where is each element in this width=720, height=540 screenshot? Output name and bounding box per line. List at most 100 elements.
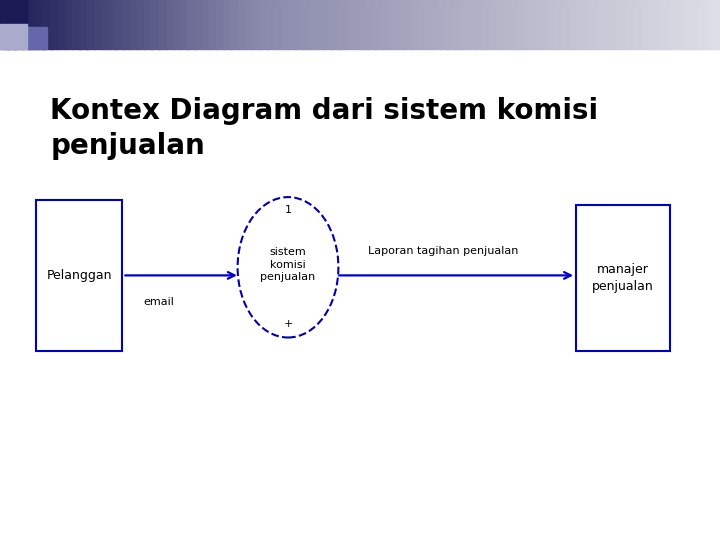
Bar: [605, 0, 613, 49]
Text: email: email: [143, 298, 174, 307]
Bar: [425, 0, 433, 49]
Text: Kontex Diagram dari sistem komisi
penjualan: Kontex Diagram dari sistem komisi penjua…: [50, 97, 598, 160]
Bar: [497, 0, 505, 49]
Bar: [655, 0, 664, 49]
Bar: [634, 0, 642, 49]
Bar: [518, 0, 527, 49]
Bar: [223, 0, 232, 49]
Bar: [14, 0, 23, 49]
Bar: [158, 0, 167, 49]
Text: Pelanggan: Pelanggan: [47, 269, 112, 282]
Bar: [43, 0, 52, 49]
Bar: [670, 0, 678, 49]
Bar: [504, 0, 513, 49]
Bar: [108, 0, 117, 49]
Bar: [94, 0, 102, 49]
Bar: [180, 0, 189, 49]
Bar: [382, 0, 390, 49]
Bar: [410, 0, 419, 49]
Bar: [374, 0, 383, 49]
Bar: [173, 0, 181, 49]
Bar: [475, 0, 484, 49]
Bar: [389, 0, 397, 49]
Bar: [598, 0, 606, 49]
Text: sistem
komisi
penjualan: sistem komisi penjualan: [261, 247, 315, 282]
Bar: [396, 0, 405, 49]
Text: manajer
penjualan: manajer penjualan: [592, 263, 654, 293]
Bar: [0, 24, 27, 49]
Bar: [22, 0, 30, 49]
Bar: [230, 0, 239, 49]
Bar: [569, 0, 577, 49]
Bar: [461, 0, 469, 49]
Bar: [50, 0, 59, 49]
Bar: [583, 0, 592, 49]
Bar: [403, 0, 412, 49]
Bar: [590, 0, 599, 49]
Bar: [353, 0, 361, 49]
Bar: [662, 0, 671, 49]
Bar: [619, 0, 628, 49]
Bar: [65, 0, 73, 49]
Bar: [295, 0, 304, 49]
Bar: [216, 0, 225, 49]
Bar: [0, 0, 27, 24]
Bar: [626, 0, 635, 49]
Bar: [576, 205, 670, 351]
Bar: [677, 0, 685, 49]
Bar: [36, 200, 122, 351]
Bar: [0, 0, 9, 49]
Bar: [101, 0, 109, 49]
Bar: [166, 0, 174, 49]
Bar: [58, 0, 66, 49]
Bar: [137, 0, 145, 49]
Bar: [482, 0, 491, 49]
Bar: [27, 26, 47, 49]
Bar: [202, 0, 210, 49]
Bar: [526, 0, 534, 49]
Bar: [288, 0, 297, 49]
Bar: [209, 0, 217, 49]
Bar: [338, 0, 347, 49]
Bar: [29, 0, 37, 49]
Bar: [79, 0, 88, 49]
Bar: [144, 0, 153, 49]
Bar: [446, 0, 455, 49]
Bar: [554, 0, 563, 49]
Bar: [713, 0, 720, 49]
Bar: [684, 0, 693, 49]
Bar: [490, 0, 498, 49]
Bar: [612, 0, 621, 49]
Bar: [115, 0, 124, 49]
Bar: [454, 0, 462, 49]
Bar: [274, 0, 282, 49]
Bar: [360, 0, 369, 49]
Bar: [468, 0, 477, 49]
Bar: [439, 0, 448, 49]
Bar: [648, 0, 657, 49]
Bar: [691, 0, 700, 49]
Bar: [511, 0, 520, 49]
Bar: [367, 0, 376, 49]
Bar: [641, 0, 649, 49]
Bar: [7, 0, 16, 49]
Bar: [281, 0, 289, 49]
Bar: [533, 0, 541, 49]
Bar: [562, 0, 570, 49]
Bar: [324, 0, 333, 49]
Bar: [540, 0, 549, 49]
Bar: [698, 0, 707, 49]
Bar: [266, 0, 275, 49]
Bar: [194, 0, 203, 49]
Bar: [122, 0, 131, 49]
Bar: [259, 0, 268, 49]
Bar: [86, 0, 95, 49]
Bar: [576, 0, 585, 49]
Text: +: +: [283, 319, 293, 329]
Bar: [36, 0, 45, 49]
Bar: [187, 0, 196, 49]
Bar: [418, 0, 426, 49]
Bar: [130, 0, 138, 49]
Bar: [346, 0, 354, 49]
Bar: [252, 0, 261, 49]
